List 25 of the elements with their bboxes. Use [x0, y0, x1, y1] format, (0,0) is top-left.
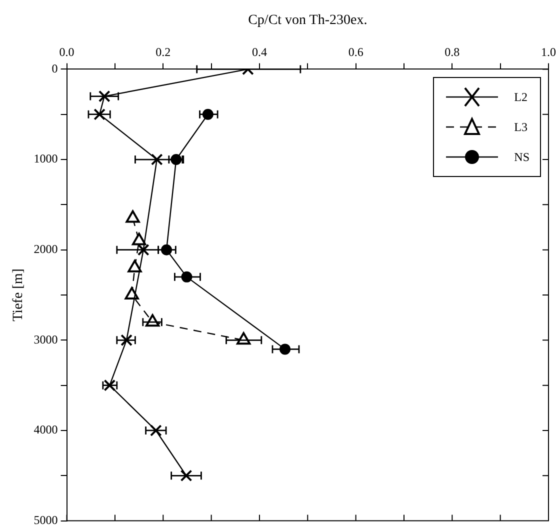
y-tick-label: 3000: [34, 332, 58, 346]
x-axis-title: Cp/Ct von Th-230ex.: [248, 13, 368, 28]
point: [150, 424, 162, 436]
x-tick-label: 0.4: [252, 45, 267, 60]
legend-label: NS: [514, 150, 530, 165]
x-tick-label: 0.8: [444, 45, 460, 60]
legend-label: L3: [514, 120, 528, 135]
x-tick-label: 0.0: [59, 45, 74, 60]
point: [170, 154, 182, 166]
y-tick-label: 1000: [34, 152, 58, 166]
point: [150, 154, 163, 166]
x-tick-label: 0.2: [156, 45, 171, 60]
y-tick-label: 2000: [34, 242, 58, 256]
point: [94, 108, 106, 120]
y-tick-label: 4000: [34, 422, 58, 437]
x-tick-label: 0.6: [348, 45, 364, 60]
point: [120, 334, 132, 346]
point: [137, 244, 150, 256]
x-tick-label: 1.0: [541, 45, 556, 60]
legend-label: L2: [514, 90, 528, 105]
y-tick-label: 0: [52, 61, 58, 76]
y-tick-label: 5000: [34, 512, 58, 527]
y-axis-title: Tiefe [m]: [11, 268, 26, 322]
point: [98, 90, 110, 102]
point: [180, 470, 192, 482]
